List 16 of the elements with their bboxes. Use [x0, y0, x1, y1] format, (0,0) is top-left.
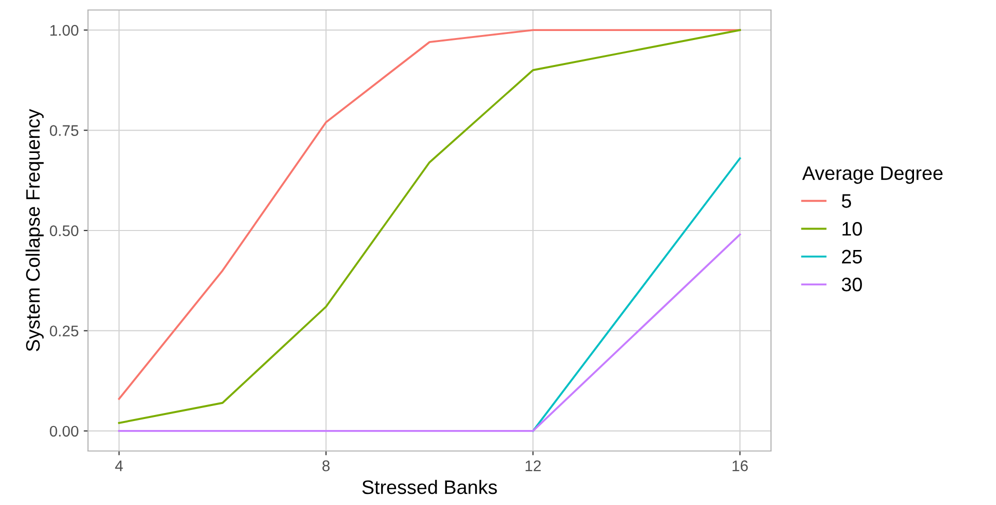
legend-label: 30: [842, 278, 862, 292]
x-tick-label: 16: [732, 460, 748, 472]
legend-label: 25: [842, 250, 862, 264]
y-tick-label: 0.50: [50, 225, 78, 236]
y-tick-label: 0.00: [50, 426, 78, 437]
y-tick-label: 1.00: [50, 24, 78, 36]
x-tick-label: 12: [526, 460, 541, 472]
x-axis-title: Stressed Banks: [362, 480, 497, 494]
y-tick-label: 0.75: [50, 125, 78, 136]
x-tick-label: 8: [322, 460, 330, 472]
y-tick-label: 0.25: [50, 326, 78, 336]
legend-title: Average Degree: [802, 166, 943, 184]
legend-label: 10: [842, 222, 862, 236]
y-axis-title: System Collapse Frequency: [26, 108, 44, 352]
legend-label: 5: [842, 194, 852, 208]
x-tick-label: 4: [115, 460, 123, 472]
